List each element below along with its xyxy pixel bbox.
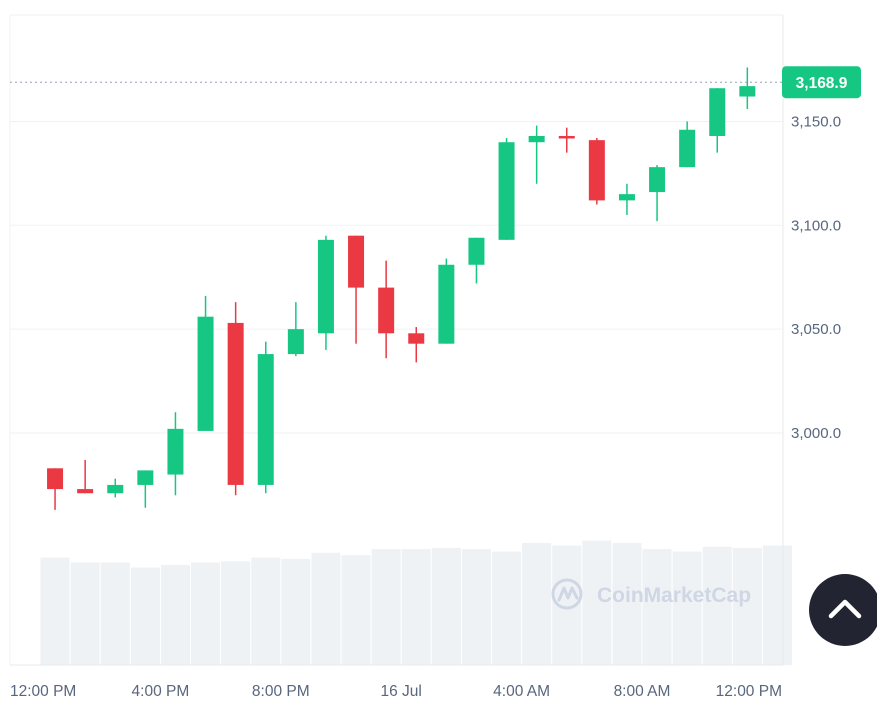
candle-up xyxy=(528,125,545,184)
volume-bar xyxy=(672,551,702,665)
candle-body xyxy=(167,428,184,475)
candle-body xyxy=(47,468,64,490)
watermark-text: CoinMarketCap xyxy=(597,584,751,607)
candle-up xyxy=(167,412,184,496)
candle-down xyxy=(378,260,395,359)
x-tick-label: 16 Jul xyxy=(381,683,422,700)
y-tick-label: 3,000.0 xyxy=(791,425,841,442)
volume-bar xyxy=(522,543,552,665)
volume-bar xyxy=(281,558,311,665)
volume-bar xyxy=(311,552,341,665)
candle-down xyxy=(47,468,64,510)
volume-bar xyxy=(160,564,190,665)
candle-up xyxy=(438,258,455,344)
candle-body xyxy=(438,264,455,344)
candle-body xyxy=(709,88,726,136)
volume-bar xyxy=(70,562,100,665)
candle-up xyxy=(709,88,726,153)
candle-down xyxy=(558,127,575,153)
x-tick-label: 12:00 PM xyxy=(10,683,76,700)
candle-up xyxy=(468,237,485,284)
candle-up xyxy=(257,341,274,494)
watermark: CoinMarketCap xyxy=(551,578,751,610)
volume-bar xyxy=(251,557,281,665)
volume-bar xyxy=(401,549,431,665)
volume-bar xyxy=(762,545,792,665)
y-tick-label: 3,100.0 xyxy=(791,217,841,234)
candle-body xyxy=(528,135,545,143)
candle-body xyxy=(197,316,214,431)
candle-body xyxy=(77,489,94,494)
candle-body xyxy=(378,287,395,334)
candle-up xyxy=(287,302,304,357)
candle-body xyxy=(348,235,365,288)
x-tick-label: 8:00 PM xyxy=(252,683,310,700)
volume-bar xyxy=(130,567,160,665)
x-tick-label: 4:00 AM xyxy=(493,683,550,700)
candle-body xyxy=(558,135,575,139)
candle-up xyxy=(739,67,756,109)
x-tick-label: 8:00 AM xyxy=(614,683,671,700)
volume-bar xyxy=(702,546,732,665)
candle-up xyxy=(107,478,124,498)
candle-body xyxy=(739,86,756,97)
volume-bar xyxy=(221,561,251,665)
volume-bar xyxy=(100,562,130,665)
candle-up xyxy=(679,121,696,168)
volume-bar xyxy=(732,547,762,665)
x-tick-label: 4:00 PM xyxy=(132,683,190,700)
candle-body xyxy=(287,329,304,355)
candle-body xyxy=(317,239,334,334)
candle-up xyxy=(197,295,214,431)
candle-body xyxy=(137,470,154,485)
candle-down xyxy=(408,327,425,363)
candle-down xyxy=(588,138,605,205)
x-tick-label: 12:00 PM xyxy=(716,683,782,700)
volume-bar xyxy=(612,543,642,665)
candle-up xyxy=(649,165,666,222)
candle-down xyxy=(77,460,94,494)
candle-body xyxy=(588,140,605,201)
volume-bar xyxy=(40,557,70,665)
chevron-up-icon xyxy=(828,599,862,619)
volume-bar xyxy=(642,549,672,665)
scroll-to-top-button[interactable] xyxy=(809,574,877,646)
y-tick-label: 3,050.0 xyxy=(791,321,841,338)
volume-bar xyxy=(191,562,221,665)
candle-down xyxy=(227,302,244,496)
candle-up xyxy=(618,183,635,215)
candle-up xyxy=(498,138,515,240)
candle-up xyxy=(317,235,334,350)
candle-body xyxy=(257,354,274,485)
candle-body xyxy=(408,333,425,344)
candle-body xyxy=(679,129,696,168)
volume-bar xyxy=(492,551,522,665)
candle-body xyxy=(498,142,515,240)
volume-bar xyxy=(431,547,461,665)
volume-bar xyxy=(341,555,371,665)
candle-up xyxy=(137,470,154,508)
y-tick-label: 3,150.0 xyxy=(791,113,841,130)
candle-body xyxy=(107,484,124,494)
coinmarketcap-logo-wave xyxy=(557,586,579,602)
candle-body xyxy=(468,237,485,265)
volume-bar xyxy=(582,540,612,665)
candle-body xyxy=(227,322,244,485)
candle-body xyxy=(618,194,635,201)
current-price-label: 3,168.9 xyxy=(796,75,848,92)
candle-body xyxy=(649,167,666,193)
candle-down xyxy=(348,235,365,344)
coinmarketcap-logo-icon xyxy=(551,578,583,610)
volume-bar xyxy=(461,549,491,665)
volume-bar xyxy=(371,549,401,665)
current-price-badge xyxy=(782,66,861,99)
